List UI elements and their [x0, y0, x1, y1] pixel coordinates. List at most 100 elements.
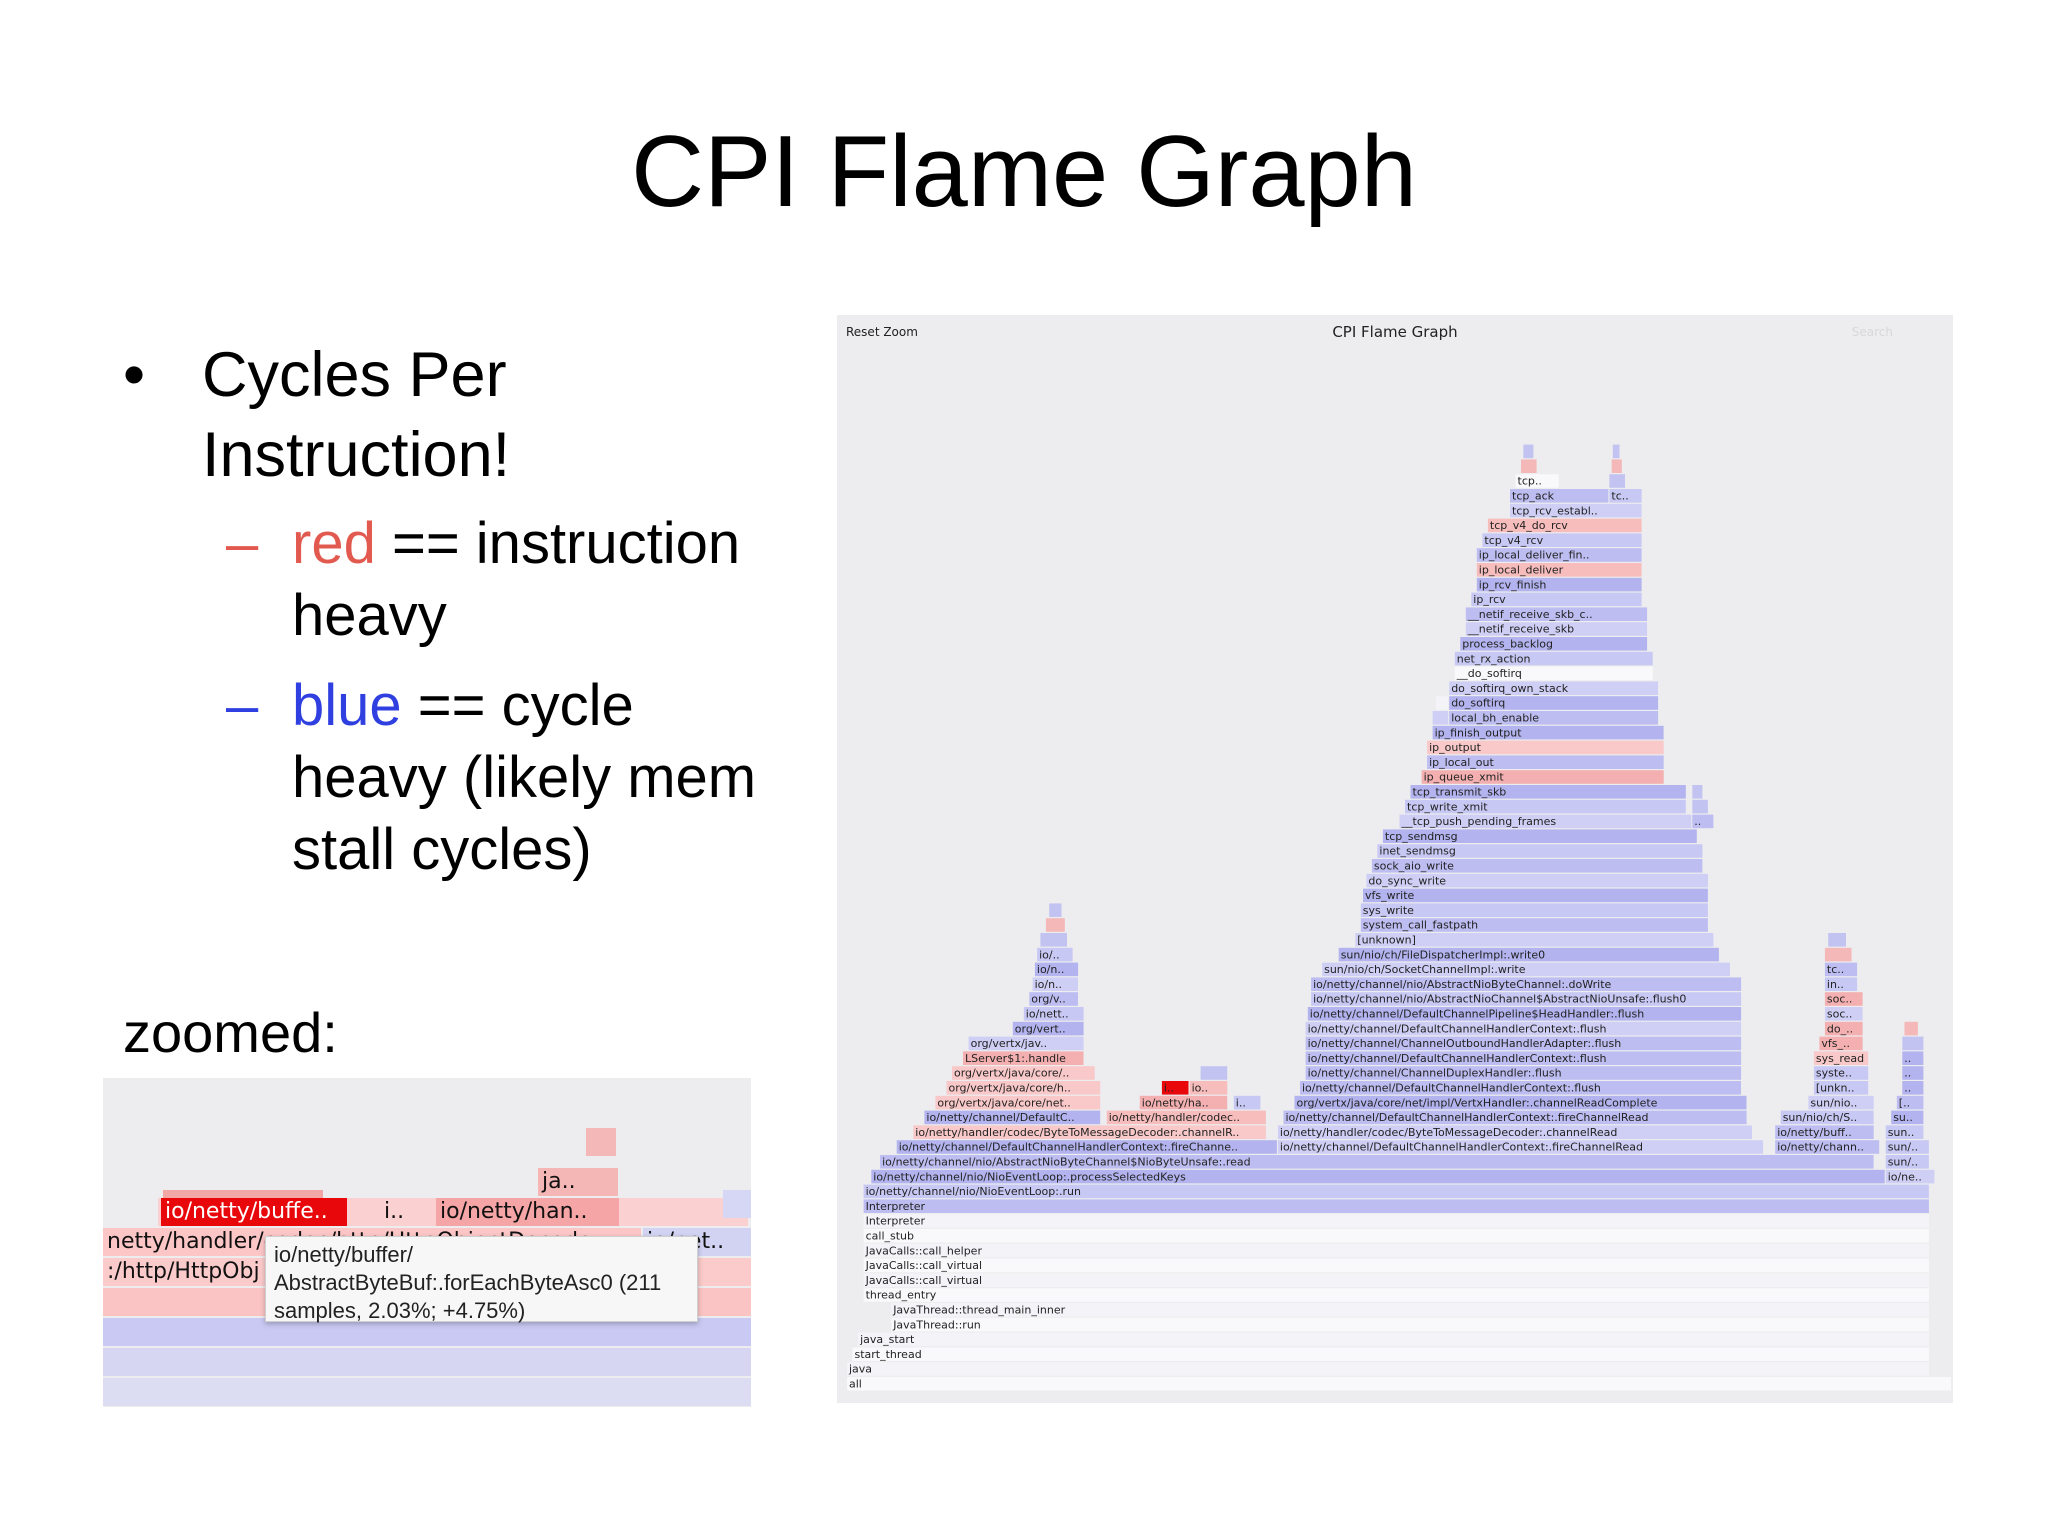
flame-frame[interactable]: system_call_fastpath — [1360, 918, 1708, 932]
flame-frame[interactable]: sun/.. — [1885, 1140, 1929, 1154]
flame-frame[interactable]: soc.. — [1824, 1007, 1863, 1021]
flame-frame[interactable]: syste.. — [1813, 1066, 1869, 1080]
flame-frame[interactable]: do_softirq — [1449, 696, 1659, 710]
flame-frame[interactable]: i.. — [1161, 1081, 1189, 1095]
flame-frame[interactable]: io/netty/channel/nio/NioEventLoop:.run — [863, 1184, 1929, 1199]
flame-frame[interactable]: ip_rcv_finish — [1476, 577, 1642, 592]
zoomed-frame[interactable] — [103, 1348, 751, 1376]
flame-frame[interactable]: JavaThread::thread_main_inner — [891, 1303, 1929, 1317]
flame-frame[interactable]: JavaCalls::call_virtual — [863, 1273, 1929, 1287]
flame-frame[interactable]: io/netty/channel/nio/AbstractNioByteChan… — [880, 1155, 1874, 1169]
flame-frame[interactable]: io/netty/channel/DefaultChannelHandlerCo… — [1305, 1051, 1742, 1065]
flame-frame-sliver[interactable] — [1611, 459, 1622, 473]
flame-frame[interactable]: io/nett.. — [1023, 1007, 1084, 1021]
flame-frame-sliver[interactable] — [1045, 918, 1065, 932]
flame-frame[interactable]: ip_local_deliver_fin.. — [1476, 548, 1642, 562]
flame-frame[interactable]: io/netty/channel/DefaultChannelHandlerCo… — [896, 1140, 1277, 1154]
zoomed-frame[interactable] — [586, 1106, 590, 1134]
zoomed-frame[interactable] — [723, 1190, 751, 1218]
flame-frame[interactable]: do_softirq_own_stack — [1449, 681, 1659, 695]
flame-frame[interactable]: tcp.. — [1515, 474, 1559, 488]
flame-frame[interactable]: org/vertx/jav.. — [968, 1036, 1084, 1051]
flame-frame[interactable]: io/netty/channel/ChannelDuplexHandler:.f… — [1305, 1066, 1742, 1080]
flame-frame[interactable]: sys_read — [1813, 1051, 1869, 1065]
flame-frame-sliver[interactable] — [1609, 474, 1625, 488]
flame-frame[interactable]: vfs_.. — [1819, 1036, 1863, 1051]
flame-frame-sliver[interactable] — [1692, 799, 1708, 814]
flame-frame[interactable]: .. — [1902, 1081, 1924, 1095]
flame-frame[interactable]: io/netty/channel/DefaultC.. — [924, 1110, 1101, 1125]
flame-frame-sliver[interactable] — [1692, 785, 1703, 799]
flame-frame[interactable]: io/netty/channel/DefaultChannelHandlerCo… — [1300, 1081, 1741, 1095]
flame-frame[interactable]: io/netty/buff.. — [1775, 1125, 1874, 1139]
flame-frame[interactable]: io/netty/channel/DefaultChannelHandlerCo… — [1283, 1110, 1747, 1125]
flame-frame[interactable]: __do_softirq — [1454, 666, 1653, 681]
flame-frame[interactable]: sun/nio/ch/SocketChannelImpl:.write — [1322, 962, 1730, 977]
flame-frame[interactable]: tcp_v4_do_rcv — [1487, 518, 1642, 533]
flame-frame[interactable]: inet_sendmsg — [1377, 844, 1703, 858]
flame-frame[interactable]: org/vertx/java/core/net/impl/VertxHandle… — [1294, 1095, 1747, 1110]
flame-frame[interactable]: ip_local_deliver — [1476, 563, 1642, 577]
flame-frame-sliver[interactable] — [1612, 444, 1620, 459]
flame-frame[interactable]: sun/.. — [1885, 1155, 1929, 1169]
flame-frame[interactable]: sun/nio.. — [1808, 1095, 1874, 1110]
flame-frame[interactable]: io/netty/channel/DefaultChannelPipeline$… — [1307, 1007, 1742, 1021]
flame-frame[interactable]: su.. — [1891, 1110, 1924, 1125]
flame-frame[interactable]: io/netty/handler/codec/ByteToMessageDeco… — [1277, 1125, 1752, 1139]
flame-frame[interactable]: sun/nio/ch/S.. — [1780, 1110, 1874, 1125]
flame-frame[interactable]: tcp_v4_rcv — [1482, 533, 1642, 547]
flame-frame[interactable]: tcp_rcv_establ.. — [1510, 503, 1642, 518]
flame-frame[interactable]: io/netty/channel/DefaultChannelHandlerCo… — [1277, 1140, 1764, 1154]
zoomed-frame[interactable] — [586, 1128, 616, 1156]
flame-frame[interactable]: io/.. — [1037, 947, 1073, 962]
flame-frame[interactable]: [.. — [1896, 1095, 1924, 1110]
flame-frame[interactable]: all — [847, 1377, 1951, 1391]
zoomed-frame-buffer-hot[interactable]: io/netty/buffe.. — [161, 1198, 347, 1226]
flame-frame-sliver[interactable] — [1824, 947, 1852, 962]
flame-frame-sliver[interactable] — [1523, 444, 1534, 459]
flame-frame[interactable]: io/netty/channel/nio/NioEventLoop:.proce… — [871, 1169, 1885, 1184]
flame-frame[interactable]: process_backlog — [1460, 637, 1648, 651]
zoomed-frame[interactable] — [103, 1378, 751, 1406]
flame-frame[interactable]: ip_queue_xmit — [1421, 770, 1664, 784]
flame-frame[interactable]: io.. — [1189, 1081, 1228, 1095]
flame-frame[interactable]: .. — [1692, 814, 1714, 829]
flame-frame[interactable]: sys_write — [1360, 903, 1708, 917]
flame-frame[interactable]: ip_local_out — [1427, 755, 1664, 769]
flame-frame[interactable]: org/vertx/java/core/.. — [952, 1066, 1095, 1080]
flame-frame[interactable]: soc.. — [1824, 992, 1863, 1006]
flame-frame[interactable]: sun/nio/ch/FileDispatcherImpl:.write0 — [1338, 947, 1719, 962]
flame-frame[interactable]: io/netty/channel/DefaultChannelHandlerCo… — [1305, 1021, 1742, 1036]
flame-frame[interactable] — [1436, 696, 1449, 710]
flame-frame[interactable]: Interpreter — [863, 1214, 1929, 1228]
flame-frame-sliver[interactable] — [1049, 903, 1062, 917]
flame-frame-sliver[interactable] — [1040, 933, 1067, 947]
flame-frame[interactable]: JavaCalls::call_helper — [863, 1243, 1929, 1258]
flame-frame-sliver[interactable] — [1200, 1066, 1228, 1080]
flame-frame[interactable]: [unkn.. — [1813, 1081, 1869, 1095]
flame-frame[interactable]: sock_aio_write — [1371, 859, 1703, 873]
search-button[interactable]: Search — [1851, 325, 1893, 339]
flame-frame[interactable]: local_bh_enable — [1449, 711, 1659, 725]
flame-frame[interactable]: JavaCalls::call_virtual — [863, 1258, 1929, 1273]
flame-frame[interactable]: do_sync_write — [1366, 873, 1708, 888]
flame-frame[interactable]: ip_rcv — [1471, 592, 1642, 607]
zoomed-frame[interactable] — [103, 1318, 751, 1346]
flame-frame[interactable]: java — [847, 1362, 1929, 1376]
flame-frame[interactable]: tcp_write_xmit — [1405, 799, 1686, 814]
flame-frame[interactable] — [1432, 711, 1449, 725]
flame-frame[interactable]: org/vertx/java/core/h.. — [946, 1081, 1101, 1095]
flame-frame[interactable]: __tcp_push_pending_frames — [1399, 814, 1692, 829]
flame-frame[interactable]: __netif_receive_skb — [1465, 622, 1648, 636]
flame-frame[interactable]: tcp_sendmsg — [1382, 829, 1697, 843]
flame-frame[interactable]: tc.. — [1609, 489, 1642, 503]
flame-frame[interactable]: tcp_ack — [1510, 489, 1609, 503]
flame-frame[interactable]: io/netty/handler/codec.. — [1106, 1110, 1266, 1125]
flame-frame[interactable]: LServer$1:.handle — [963, 1051, 1084, 1065]
flame-frame[interactable]: .. — [1902, 1066, 1924, 1080]
reset-zoom-button[interactable]: Reset Zoom — [846, 325, 918, 339]
flame-frame[interactable]: i.. — [1233, 1095, 1261, 1110]
flame-frame[interactable]: org/vertx/java/core/net.. — [935, 1095, 1101, 1110]
flame-frame[interactable]: net_rx_action — [1454, 651, 1653, 666]
flame-frame[interactable]: start_thread — [852, 1347, 1929, 1361]
